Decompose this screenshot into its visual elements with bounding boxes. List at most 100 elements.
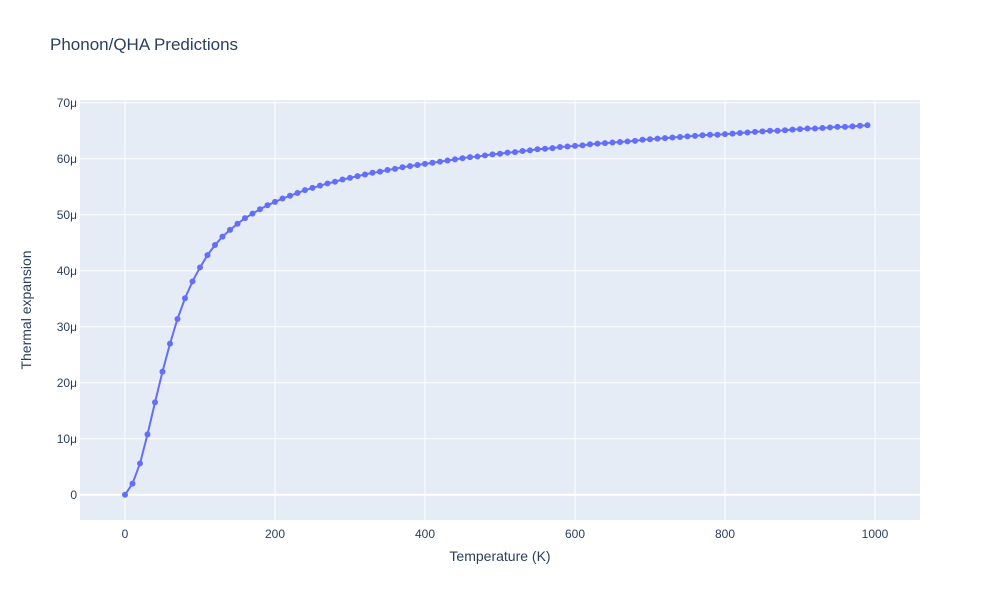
- data-point: [782, 127, 788, 134]
- data-point: [707, 131, 713, 138]
- x-tick-label: 800: [715, 527, 735, 541]
- grid: [80, 100, 920, 520]
- data-point: [654, 135, 661, 142]
- y-axis-title: Thermal expansion: [18, 250, 34, 369]
- data-point: [527, 147, 533, 154]
- data-point: [729, 130, 736, 137]
- data-point: [294, 189, 301, 196]
- data-point: [819, 125, 826, 131]
- data-point: [692, 132, 698, 139]
- data-point: [797, 126, 803, 133]
- series-line: [124, 124, 868, 496]
- data-point: [249, 210, 256, 217]
- data-point: [504, 149, 511, 156]
- data-point: [857, 122, 863, 129]
- data-point: [564, 143, 571, 150]
- data-point: [579, 142, 586, 149]
- data-point: [774, 127, 781, 134]
- data-point: [752, 128, 758, 135]
- data-point: [849, 123, 856, 130]
- data-point: [759, 128, 766, 135]
- data-point: [234, 220, 241, 227]
- data-point: [219, 233, 226, 240]
- data-point: [617, 139, 623, 145]
- data-point: [362, 171, 368, 178]
- y-tick-label: 0: [70, 488, 77, 502]
- data-point: [399, 164, 406, 171]
- data-point: [159, 368, 166, 375]
- x-tick-label: 400: [415, 527, 435, 541]
- data-point: [264, 202, 271, 209]
- data-point: [669, 134, 676, 141]
- data-point: [842, 123, 848, 130]
- data-point: [594, 140, 601, 147]
- data-point: [497, 150, 503, 157]
- y-tick-label: 60μ: [57, 152, 77, 166]
- y-tick-label: 20μ: [57, 376, 77, 390]
- data-point: [647, 136, 653, 143]
- y-tick-label: 40μ: [57, 264, 77, 278]
- data-point: [557, 144, 563, 151]
- data-point: [609, 139, 616, 146]
- data-point: [279, 195, 286, 202]
- data-point: [407, 163, 413, 170]
- data-point: [317, 182, 323, 189]
- data-point: [212, 242, 218, 249]
- data-point: [812, 125, 818, 132]
- data-point: [639, 136, 646, 143]
- data-point: [197, 264, 203, 271]
- data-point: [392, 165, 398, 172]
- data-point: [332, 178, 338, 185]
- data-point: [354, 173, 361, 180]
- data-point: [129, 480, 136, 487]
- data-point: [437, 158, 443, 165]
- data-point: [459, 155, 466, 162]
- data-point: [302, 187, 308, 194]
- data-point: [287, 192, 293, 199]
- data-point: [632, 137, 638, 144]
- data-point: [242, 215, 248, 222]
- data-point: [737, 130, 743, 137]
- data-point: [414, 161, 421, 168]
- data-point: [189, 278, 196, 285]
- x-tick-label: 0: [122, 527, 129, 541]
- data-point: [422, 160, 428, 167]
- data-point: [369, 169, 376, 176]
- x-tick-label: 600: [565, 527, 585, 541]
- data-point: [714, 131, 721, 138]
- data-point: [482, 152, 488, 159]
- data-point: [602, 140, 608, 147]
- chart-title: Phonon/QHA Predictions: [50, 35, 238, 54]
- data-point: [474, 153, 481, 160]
- y-tick-label: 50μ: [57, 208, 77, 222]
- data-point: [519, 147, 526, 154]
- series-layer: [122, 122, 871, 498]
- x-tick-label: 200: [265, 527, 285, 541]
- data-point: [429, 159, 436, 166]
- data-point: [542, 145, 548, 152]
- data-point: [699, 132, 706, 139]
- data-point: [587, 141, 593, 148]
- data-point: [804, 125, 811, 132]
- data-point: [174, 315, 181, 322]
- data-point: [864, 122, 871, 129]
- data-point: [144, 431, 151, 438]
- data-point: [257, 206, 263, 213]
- data-point: [204, 252, 211, 259]
- data-point: [137, 460, 143, 467]
- data-point: [467, 154, 473, 161]
- data-point: [827, 124, 833, 131]
- data-point: [834, 123, 841, 130]
- data-point: [662, 135, 668, 142]
- data-point: [722, 131, 728, 138]
- data-point: [309, 184, 316, 191]
- data-point: [534, 146, 541, 153]
- plot-background: [80, 100, 920, 520]
- y-tick-label: 10μ: [57, 432, 77, 446]
- data-point: [272, 198, 278, 205]
- data-point: [452, 156, 458, 163]
- data-point: [227, 226, 233, 233]
- data-point: [767, 127, 773, 134]
- x-axis-title: Temperature (K): [449, 548, 550, 564]
